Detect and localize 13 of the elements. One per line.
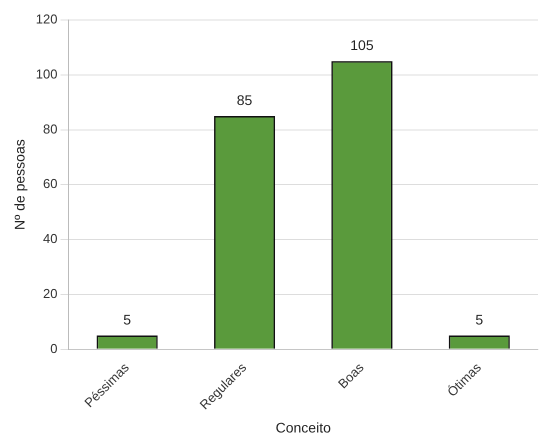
data-label: 105 xyxy=(350,37,374,54)
y-tick-label: 20 xyxy=(43,286,58,301)
y-tick-label: 100 xyxy=(36,66,58,82)
y-axis-title: Nº de pessoas xyxy=(11,139,28,230)
data-label: 5 xyxy=(123,311,132,328)
y-tick-label: 120 xyxy=(36,12,58,27)
y-tick-label: 60 xyxy=(43,176,58,192)
y-tick-label: 40 xyxy=(43,231,58,246)
y-tick-label: 0 xyxy=(50,340,58,356)
y-tick-label: 80 xyxy=(43,121,58,136)
data-label: 85 xyxy=(236,92,253,108)
data-label: 5 xyxy=(475,311,484,328)
x-axis-title: Conceito xyxy=(276,419,332,436)
